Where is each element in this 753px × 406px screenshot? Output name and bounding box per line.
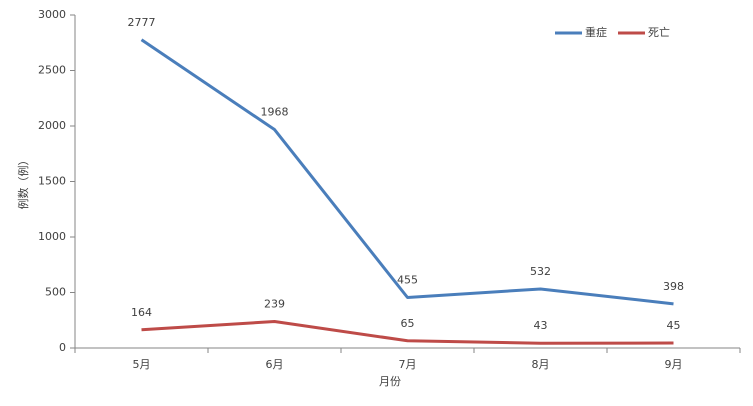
- y-tick-label: 2000: [38, 119, 66, 132]
- x-tick-label: 6月: [266, 358, 284, 371]
- x-axis-title: 月份: [379, 375, 401, 388]
- data-label: 65: [401, 317, 415, 330]
- data-label: 398: [663, 280, 684, 293]
- data-label: 45: [667, 319, 681, 332]
- y-axis-title: 例数（例）: [16, 155, 30, 210]
- data-label: 1968: [261, 106, 289, 119]
- data-label: 2777: [128, 16, 156, 29]
- y-tick-label: 2500: [38, 64, 66, 77]
- y-tick-label: 1500: [38, 175, 66, 188]
- data-label: 43: [534, 319, 548, 332]
- legend-label: 重症: [585, 25, 607, 39]
- data-label: 455: [397, 273, 418, 286]
- y-tick-label: 1000: [38, 230, 66, 243]
- data-label: 239: [264, 297, 285, 310]
- data-label: 164: [131, 306, 152, 319]
- y-tick-label: 3000: [38, 8, 66, 21]
- line-series: [140, 38, 674, 306]
- x-tick-label: 9月: [665, 358, 683, 371]
- y-tick-label: 500: [45, 286, 66, 299]
- x-tick-label: 5月: [133, 358, 151, 371]
- legend-label: 死亡: [648, 25, 670, 39]
- x-tick-label: 8月: [532, 358, 550, 371]
- data-label: 532: [530, 265, 551, 278]
- x-tick-label: 7月: [399, 358, 417, 371]
- line-series: [141, 319, 674, 345]
- y-tick-label: 0: [59, 341, 66, 354]
